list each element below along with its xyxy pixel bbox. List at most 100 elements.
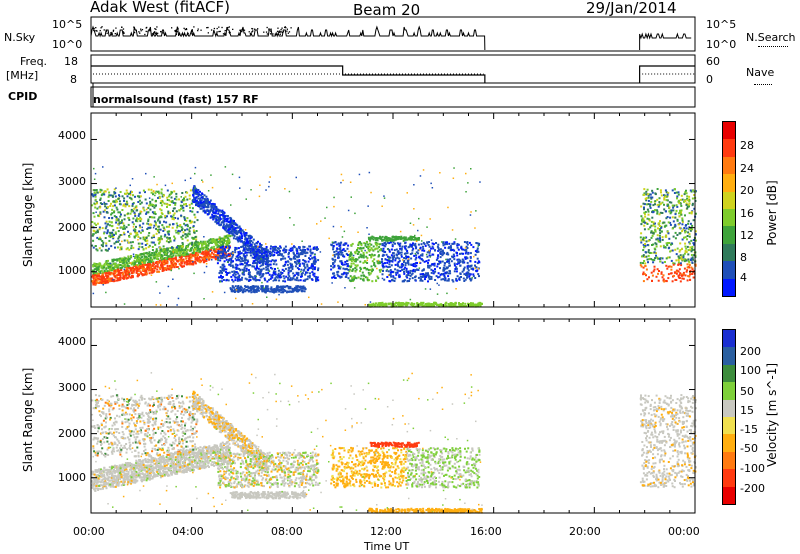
power-cell <box>228 226 230 228</box>
power-cell <box>224 216 226 218</box>
power-cell <box>115 231 117 233</box>
nsky-noise-dot <box>200 30 201 31</box>
nsky-noise-dot <box>266 31 267 32</box>
power-cell <box>459 272 461 274</box>
power-cell <box>412 242 414 244</box>
power-cell <box>98 238 100 240</box>
power-cell <box>439 276 441 278</box>
power-cell <box>389 280 391 282</box>
power-cell <box>125 205 127 207</box>
power-cell <box>208 256 210 258</box>
power-cell <box>174 207 176 209</box>
power-cell <box>101 250 103 252</box>
power-cell <box>289 290 291 292</box>
power-cell <box>304 252 306 254</box>
power-cell <box>94 207 96 209</box>
power-cell <box>249 264 251 266</box>
power-cell <box>373 303 375 305</box>
power-cell <box>244 262 246 264</box>
power-cell <box>171 197 173 199</box>
power-cell <box>466 276 468 278</box>
power-cell <box>307 272 309 274</box>
power-cell <box>262 260 264 262</box>
power-cell <box>117 265 119 267</box>
power-cell <box>144 274 146 276</box>
power-cell <box>462 249 464 251</box>
power-cell <box>194 221 196 223</box>
power-cell <box>432 248 434 250</box>
power-cell <box>447 267 449 269</box>
power-cell <box>412 250 414 252</box>
power-cell <box>422 246 424 248</box>
power-cell <box>249 274 251 276</box>
power-cell <box>407 260 409 262</box>
power-cell <box>134 229 136 231</box>
power-cell <box>107 212 109 214</box>
power-cell <box>113 272 115 274</box>
power-cell <box>97 263 99 265</box>
power-cell <box>169 259 171 261</box>
power-cell <box>381 258 383 260</box>
power-cell <box>196 242 198 244</box>
power-cell <box>285 261 287 263</box>
power-cell <box>196 254 198 256</box>
power-cell <box>159 240 161 242</box>
power-cell <box>164 215 166 217</box>
power-cell <box>292 288 294 290</box>
nsky-noise-dot <box>191 33 192 34</box>
power-cell <box>356 269 358 271</box>
power-cell <box>347 245 349 247</box>
power-cell <box>395 272 397 274</box>
power-cell <box>198 261 200 263</box>
power-cell <box>256 242 258 244</box>
power-cell <box>164 203 166 205</box>
power-cell <box>389 251 391 253</box>
power-cell <box>422 273 424 275</box>
power-cell <box>440 248 442 250</box>
power-cell <box>105 242 107 244</box>
power-cell <box>360 268 362 270</box>
power-cell <box>135 226 137 228</box>
power-cell <box>109 278 111 280</box>
power-cell <box>153 270 155 272</box>
power-cell <box>257 271 259 273</box>
power-cell <box>94 282 96 284</box>
power-cell <box>214 206 216 208</box>
power-cell <box>168 241 170 243</box>
power-cell <box>197 198 199 200</box>
power-cell <box>222 221 224 223</box>
power-cell <box>453 254 455 256</box>
power-cell <box>153 217 155 219</box>
power-cell <box>394 237 396 239</box>
nsky-noise-dot <box>146 27 147 28</box>
power-cell <box>187 255 189 257</box>
power-cell <box>378 254 380 256</box>
power-cell <box>207 241 209 243</box>
power-cell <box>154 254 156 256</box>
power-cell <box>182 199 184 201</box>
power-cell <box>197 247 199 249</box>
power-cell <box>297 256 299 258</box>
power-cell <box>230 288 232 290</box>
power-cell <box>196 258 198 260</box>
power-cell <box>102 272 104 274</box>
power-cell <box>380 269 382 271</box>
power-cell <box>446 253 448 255</box>
power-cell <box>248 279 250 281</box>
power-cell <box>173 236 175 238</box>
power-cell <box>123 197 125 199</box>
power-cell <box>432 254 434 256</box>
power-cell <box>424 243 426 245</box>
power-cell <box>350 252 352 254</box>
power-cell <box>362 272 364 274</box>
power-cell <box>199 251 201 253</box>
power-cell <box>444 243 446 245</box>
power-cell <box>284 280 286 282</box>
power-cell <box>277 251 279 253</box>
power-cell <box>132 221 134 223</box>
power-cell <box>369 269 371 271</box>
power-cell <box>310 252 312 254</box>
power-cell <box>288 287 290 289</box>
power-cell <box>299 265 301 267</box>
power-cell <box>228 248 230 250</box>
